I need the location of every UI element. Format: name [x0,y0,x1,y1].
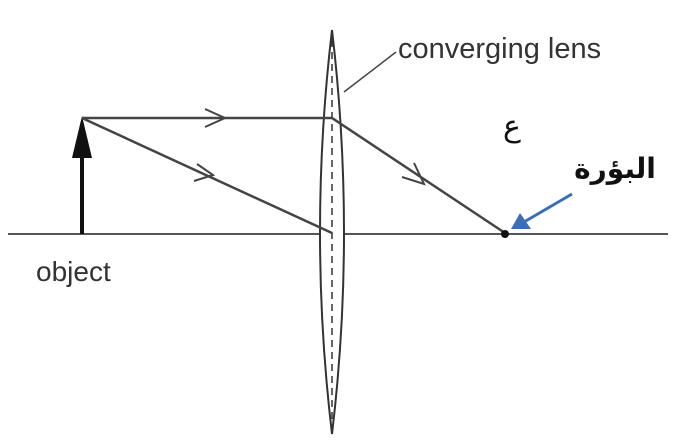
object-label: object [36,256,111,287]
focus-pointer-head [511,213,531,229]
focal-point [501,230,509,238]
focus-symbol-label: ع [503,109,521,144]
focus-pointer-shaft [523,192,573,224]
lens-label-leader [343,51,397,93]
ray-parallel [82,116,506,235]
object-arrow-head [72,116,92,158]
ray-direction-chevron-1 [204,108,228,128]
ray-to-lens-center [81,116,333,235]
focus-arabic-label: البؤرة [574,152,656,185]
lens-label: converging lens [398,33,601,65]
ray-direction-chevron-3 [401,162,426,186]
ray-direction-chevron-2 [193,163,216,182]
